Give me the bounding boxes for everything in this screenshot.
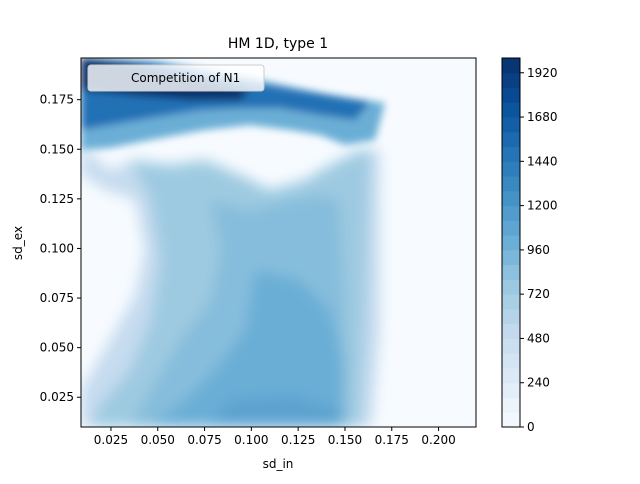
y-tick-label: 0.175 [40,93,74,107]
x-tick-label: 0.175 [375,433,409,447]
colorbar-level [502,102,520,118]
chart-title: HM 1D, type 1 [228,36,328,52]
colorbar-level [502,131,520,148]
colorbar-level [502,397,520,413]
colorbar-level [502,190,520,207]
colorbar-level [502,117,520,133]
colorbar-level [502,308,520,325]
x-tick-label: 0.150 [328,433,362,447]
colorbar-level [502,323,520,339]
colorbar-tick-label: 960 [527,243,550,257]
colorbar-level [502,72,520,89]
colorbar-frame [501,57,521,428]
colorbar-level [502,205,520,221]
colorbar-level [502,382,520,398]
x-tick-label: 0.200 [421,433,455,447]
y-tick-label: 0.100 [40,241,74,255]
x-tick-label: 0.025 [94,433,128,447]
plot-frame [80,57,477,428]
field-low-intense [150,270,345,427]
colorbar-level [502,412,520,428]
colorbar-level [502,176,520,192]
field-empty-right [388,58,476,330]
colorbar-level [502,338,520,354]
colorbar-tick-label: 480 [527,331,550,345]
colorbar-level [502,87,520,103]
y-axis: 0.025 0.050 0.075 0.100 0.125 0.150 0.175 [40,93,81,404]
colorbar-level [502,249,520,266]
legend-box [87,64,265,92]
x-axis: 0.025 0.050 0.075 0.100 0.125 0.150 0.175 0.200 [94,427,456,447]
colorbar-level [502,146,520,162]
colorbar-tick-label: 1440 [527,154,558,168]
x-axis-label: sd_in [263,457,294,471]
y-tick-label: 0.075 [40,291,74,305]
colorbar-tick-label: 1920 [527,66,558,80]
x-tick-label: 0.125 [281,433,315,447]
colorbar: 0 240 480 720 960 1200 1440 1680 1920 [501,57,558,434]
colorbar-tick-label: 240 [527,376,550,390]
colorbar-level [502,220,520,236]
field-low-core [210,395,340,427]
colorbar-level [502,235,520,251]
y-tick-label: 0.150 [40,142,74,156]
colorbar-tick-label: 720 [527,287,550,301]
legend: Competition of N1 [87,64,265,92]
y-axis-label: sd_ex [11,226,25,260]
colorbar-level [502,264,520,280]
colorbar-level [502,58,520,74]
x-tick-label: 0.075 [187,433,221,447]
x-tick-label: 0.050 [141,433,175,447]
colorbar-level [502,294,520,310]
colorbar-tick-label: 1680 [527,110,558,124]
colorbar-level [502,279,520,295]
y-tick-label: 0.125 [40,192,74,206]
heatmap-field [81,58,476,427]
colorbar-level [502,353,520,369]
legend-entry-label: Competition of N1 [131,71,240,85]
y-tick-label: 0.025 [40,390,74,404]
colorbar-tick-label: 0 [527,420,535,434]
colorbar-level [502,367,520,384]
y-tick-label: 0.050 [40,341,74,355]
colorbar-tick-label: 1200 [527,199,558,213]
x-tick-label: 0.100 [234,433,268,447]
colorbar-level [502,161,520,177]
